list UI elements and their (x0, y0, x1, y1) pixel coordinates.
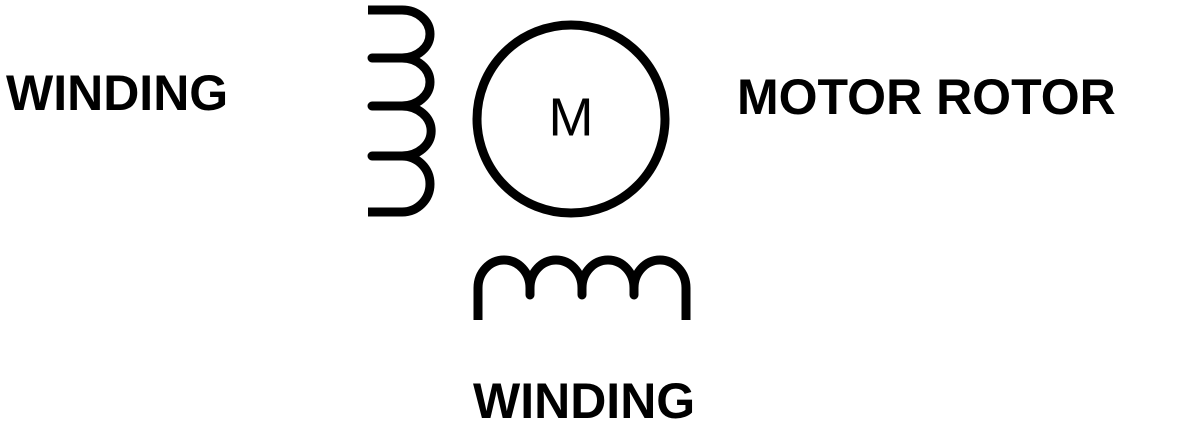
motor-symbol: M (549, 87, 594, 147)
left-winding-coil (367, 5, 436, 217)
left-winding-label: WINDING (6, 65, 229, 121)
motor-rotor-label: MOTOR ROTOR (737, 69, 1116, 125)
motor-rotor-circle (472, 20, 670, 218)
bottom-winding-label: WINDING (473, 373, 696, 429)
bottom-winding-coil (473, 255, 691, 320)
